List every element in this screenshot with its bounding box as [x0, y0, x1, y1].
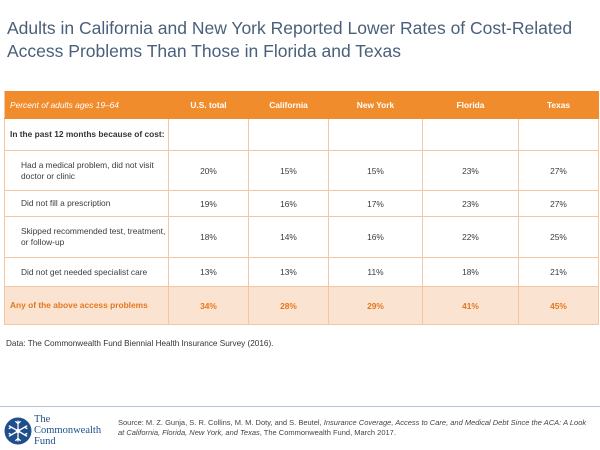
column-header: Texas	[518, 91, 599, 119]
row-label: Had a medical problem, did not visit doc…	[4, 150, 169, 191]
section-row: In the past 12 months because of cost:	[4, 118, 599, 151]
column-header: Florida	[422, 91, 519, 119]
table-cell: 21%	[518, 257, 599, 287]
total-row-label: Any of the above access problems	[4, 286, 169, 325]
row-label: Did not get needed specialist care	[4, 257, 169, 287]
data-table: Percent of adults ages 19–64 U.S. total …	[4, 91, 599, 325]
header-row: Percent of adults ages 19–64 U.S. total …	[4, 91, 599, 119]
footer-divider	[0, 406, 600, 407]
table-cell: 19%	[168, 190, 249, 217]
table-cell: 13%	[168, 257, 249, 287]
title-line-2: Access Problems Than Those in Florida an…	[7, 41, 401, 61]
table-cell: 15%	[248, 150, 329, 191]
total-cell: 41%	[422, 286, 519, 325]
empty-cell	[328, 118, 423, 151]
table-row: Had a medical problem, did not visit doc…	[4, 150, 599, 191]
total-row: Any of the above access problems 34% 28%…	[4, 286, 599, 325]
source-title: Insurance Coverage, Access to Care, and …	[118, 418, 587, 437]
table-cell: 23%	[422, 190, 519, 217]
source-suffix: , The Commonwealth Fund, March 2017.	[259, 428, 396, 437]
table-cell: 15%	[328, 150, 423, 191]
table-cell: 22%	[422, 216, 519, 258]
table-cell: 18%	[422, 257, 519, 287]
table-cell: 16%	[328, 216, 423, 258]
logo-line: Fund	[34, 436, 56, 447]
total-cell: 45%	[518, 286, 599, 325]
section-label: In the past 12 months because of cost:	[4, 118, 169, 151]
total-cell: 29%	[328, 286, 423, 325]
table-cell: 11%	[328, 257, 423, 287]
table-cell: 13%	[248, 257, 329, 287]
empty-cell	[422, 118, 519, 151]
data-source-note: Data: The Commonwealth Fund Biennial Hea…	[6, 339, 274, 348]
row-label: Did not fill a prescription	[4, 190, 169, 217]
table-cell: 27%	[518, 190, 599, 217]
commonwealth-fund-logo: The Commonwealth Fund	[4, 413, 114, 449]
source-prefix: Source: M. Z. Gunja, S. R. Collins, M. M…	[118, 418, 324, 427]
table-cell: 17%	[328, 190, 423, 217]
table-row: Did not get needed specialist care 13% 1…	[4, 257, 599, 287]
table-cell: 27%	[518, 150, 599, 191]
column-header: U.S. total	[168, 91, 249, 119]
empty-cell	[248, 118, 329, 151]
table-cell: 25%	[518, 216, 599, 258]
column-header: California	[248, 91, 329, 119]
total-cell: 34%	[168, 286, 249, 325]
table-row: Did not fill a prescription 19% 16% 17% …	[4, 190, 599, 217]
source-citation: Source: M. Z. Gunja, S. R. Collins, M. M…	[118, 418, 594, 438]
snowflake-seal-icon	[4, 417, 32, 445]
empty-cell	[518, 118, 599, 151]
total-cell: 28%	[248, 286, 329, 325]
table-row: Skipped recommended test, treatment, or …	[4, 216, 599, 258]
header-label: Percent of adults ages 19–64	[4, 91, 169, 119]
logo-line: Commonwealth	[34, 425, 102, 436]
title-line-1: Adults in California and New York Report…	[7, 18, 573, 38]
logo-wordmark: The Commonwealth Fund	[34, 414, 114, 447]
table-cell: 16%	[248, 190, 329, 217]
table-cell: 14%	[248, 216, 329, 258]
column-header: New York	[328, 91, 423, 119]
table-cell: 20%	[168, 150, 249, 191]
table-cell: 23%	[422, 150, 519, 191]
logo-line: The	[34, 414, 51, 425]
table-cell: 18%	[168, 216, 249, 258]
page-title: Adults in California and New York Report…	[7, 17, 587, 63]
row-label: Skipped recommended test, treatment, or …	[4, 216, 169, 258]
empty-cell	[168, 118, 249, 151]
